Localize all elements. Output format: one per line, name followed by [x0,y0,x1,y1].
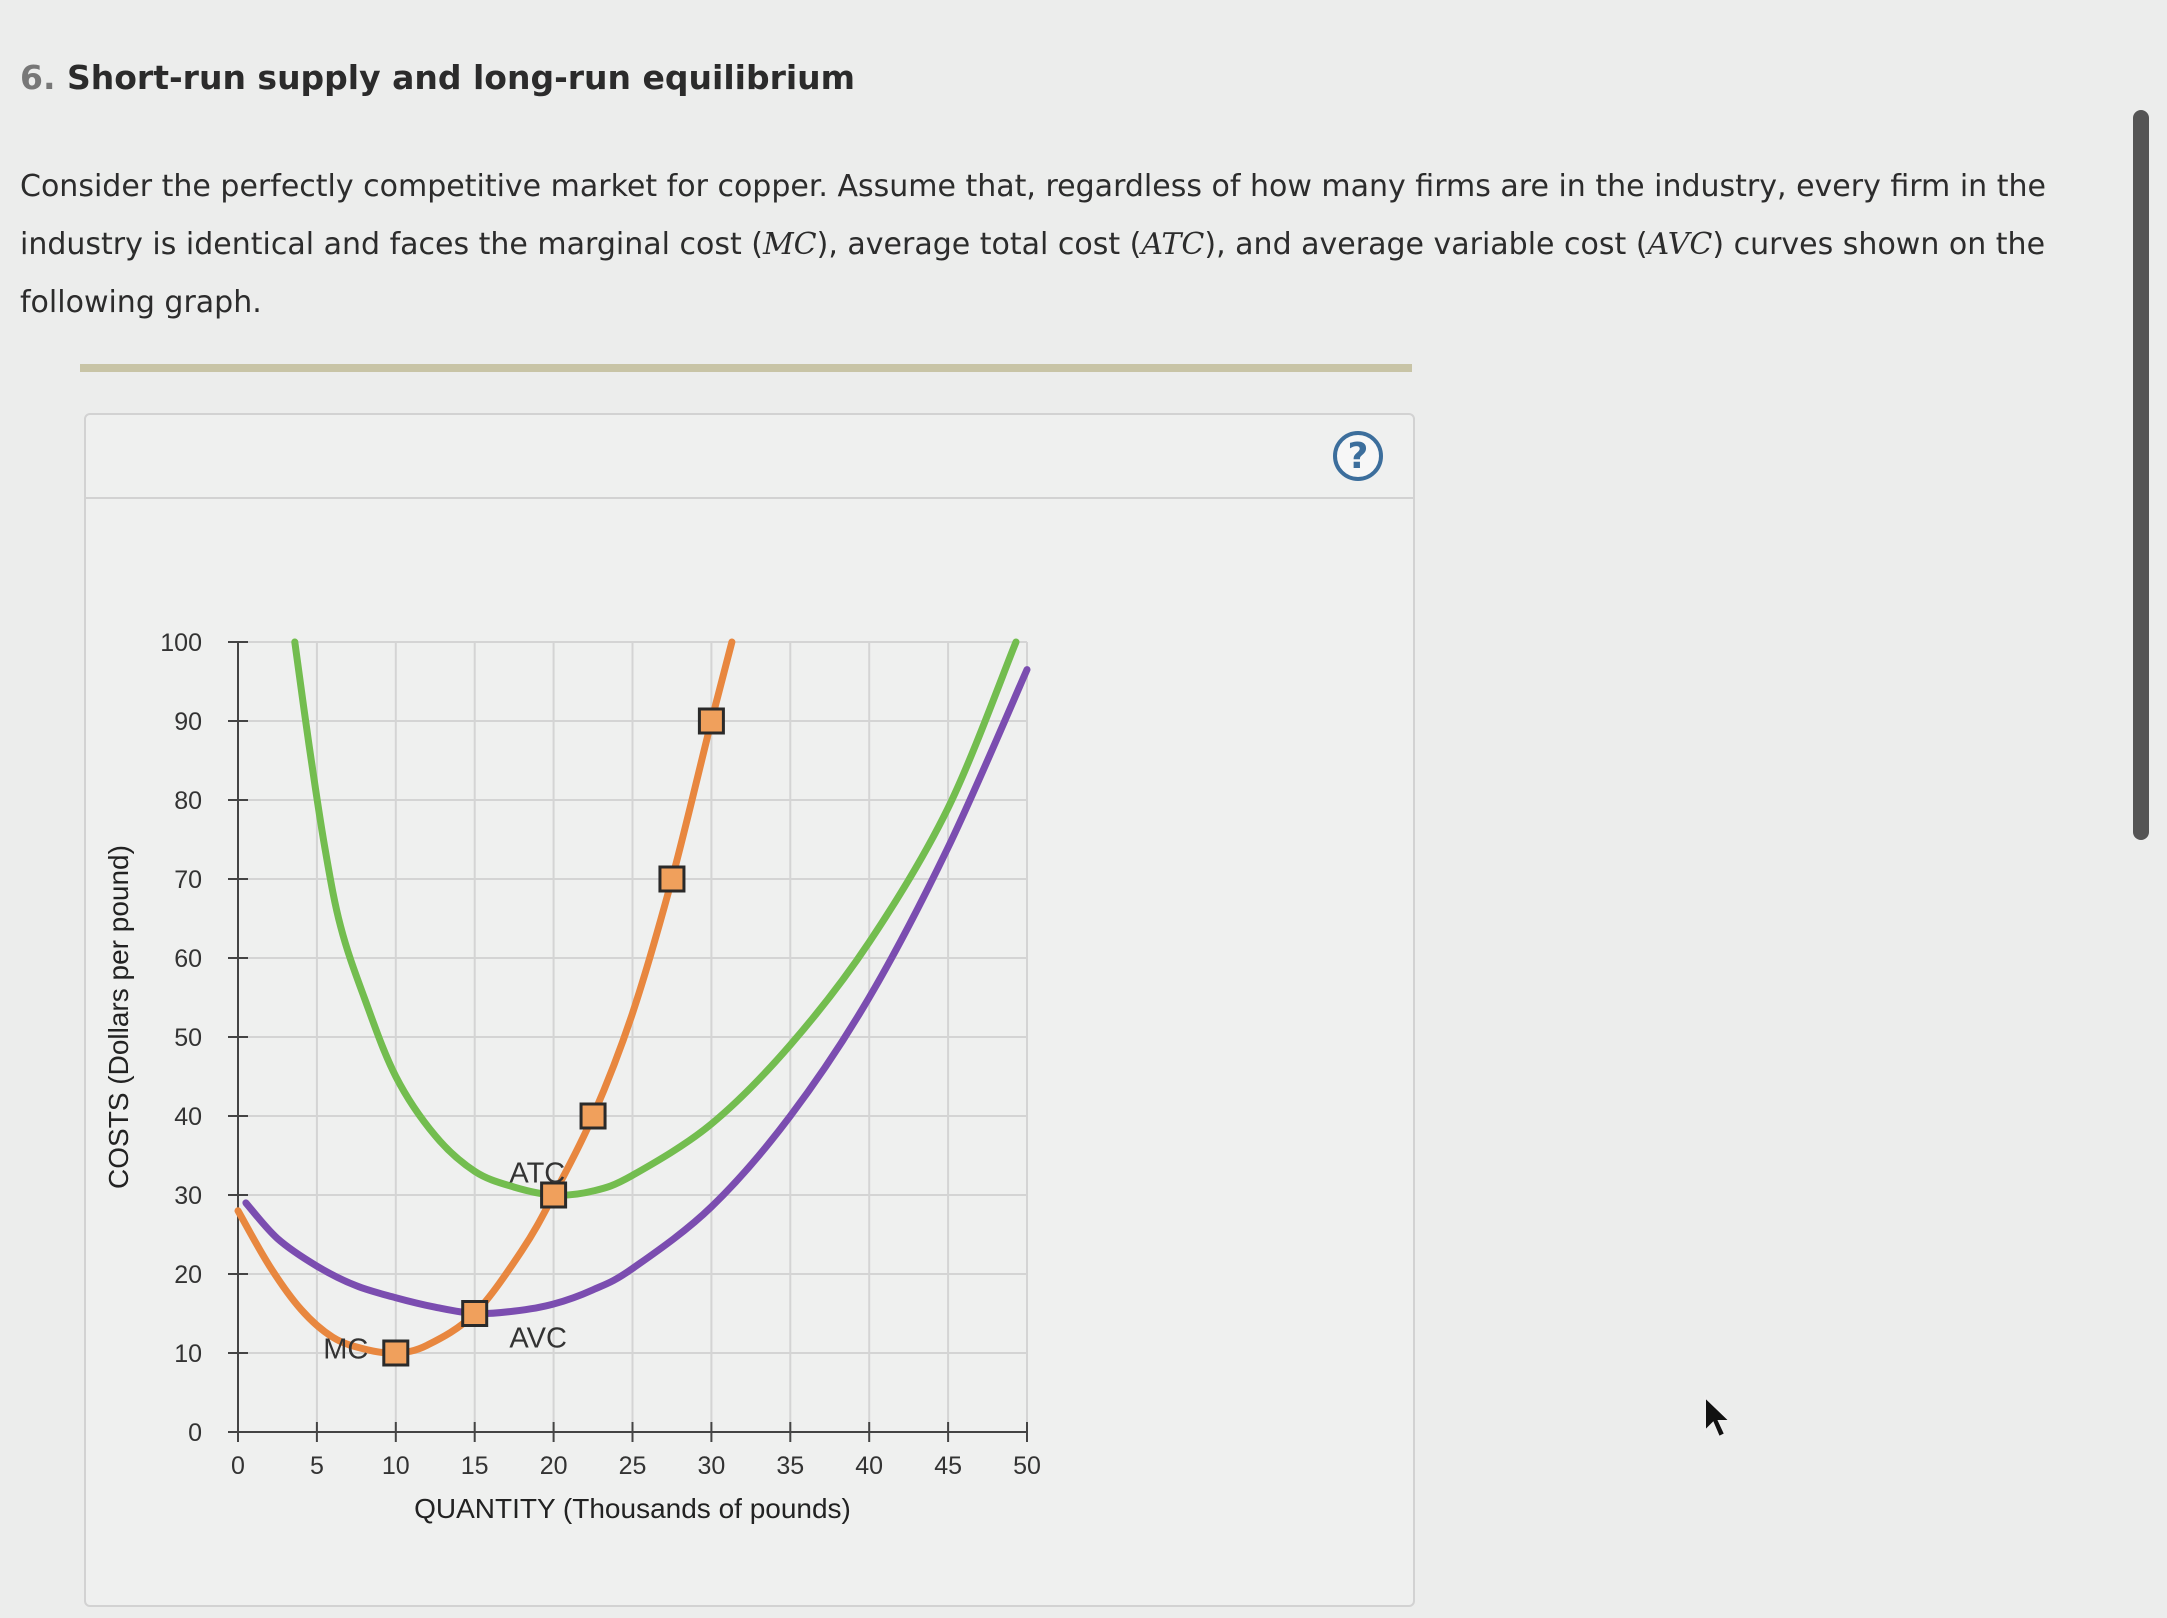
x-tick-label: 10 [382,1452,410,1480]
y-tick-label: 100 [160,629,202,657]
series-avc-line [242,666,1031,1318]
y-tick-label: 30 [174,1182,202,1210]
intro-text-1: Consider the perfectly competitive marke… [20,169,2046,262]
y-tick-label: 60 [174,945,202,973]
x-tick-label: 40 [855,1452,883,1480]
intro-text-4: ) curves shown on the following graph. [20,227,2046,320]
x-axis-title: QUANTITY (Thousands of pounds) [414,1493,851,1524]
intro-text-2: ), average total cost ( [816,227,1142,262]
x-tick-label: 30 [697,1452,725,1480]
y-tick-label: 10 [174,1340,202,1368]
help-icon[interactable]: ? [1333,431,1383,481]
y-tick-label: 70 [174,866,202,894]
y-tick-label: 40 [174,1103,202,1131]
graph-panel-toolbar: ? [86,415,1413,499]
intro-avc: AVC [1647,227,1713,262]
y-tick-label: 0 [188,1419,202,1447]
mouse-cursor-icon [1704,1395,1733,1439]
intro-paragraph: Consider the perfectly competitive marke… [20,158,2140,332]
series-mc-point [382,1339,410,1367]
x-tick-label: 45 [934,1452,962,1480]
y-tick-label: 20 [174,1261,202,1289]
y-tick-label: 80 [174,787,202,815]
graph-panel: ? [84,413,1415,1607]
curve-label-atc: ATC [509,1157,565,1189]
x-tick-label: 5 [310,1452,324,1480]
curve-label-avc: AVC [509,1322,566,1354]
scrollbar[interactable] [2133,110,2149,840]
x-tick-label: 35 [776,1452,804,1480]
section-divider [80,364,1412,372]
series-mc-point [658,865,686,893]
series-mc-point [697,707,725,735]
question-heading: 6. Short-run supply and long-run equilib… [20,58,855,97]
curve-label-mc: MC [323,1334,368,1366]
y-axis-title: COSTS (Dollars per pound) [103,845,134,1189]
x-tick-label: 25 [619,1452,647,1480]
question-title: Short-run supply and long-run equilibriu… [67,58,856,97]
question-number: 6. [20,58,56,97]
series-mc-point [461,1300,489,1327]
y-tick-label: 50 [174,1024,202,1052]
y-tick-label: 90 [174,708,202,736]
series-atc-line [291,638,1020,1199]
series-mc-point [540,1181,568,1209]
intro-text-3: ), and average variable cost ( [1204,227,1648,262]
intro-atc: ATC [1141,227,1205,262]
intro-mc: MC [762,227,817,262]
x-tick-label: 20 [540,1452,568,1480]
x-tick-label: 15 [461,1452,489,1480]
series-mc-point [579,1102,607,1130]
x-tick-label: 50 [1013,1452,1041,1480]
x-tick-label: 0 [231,1452,245,1480]
